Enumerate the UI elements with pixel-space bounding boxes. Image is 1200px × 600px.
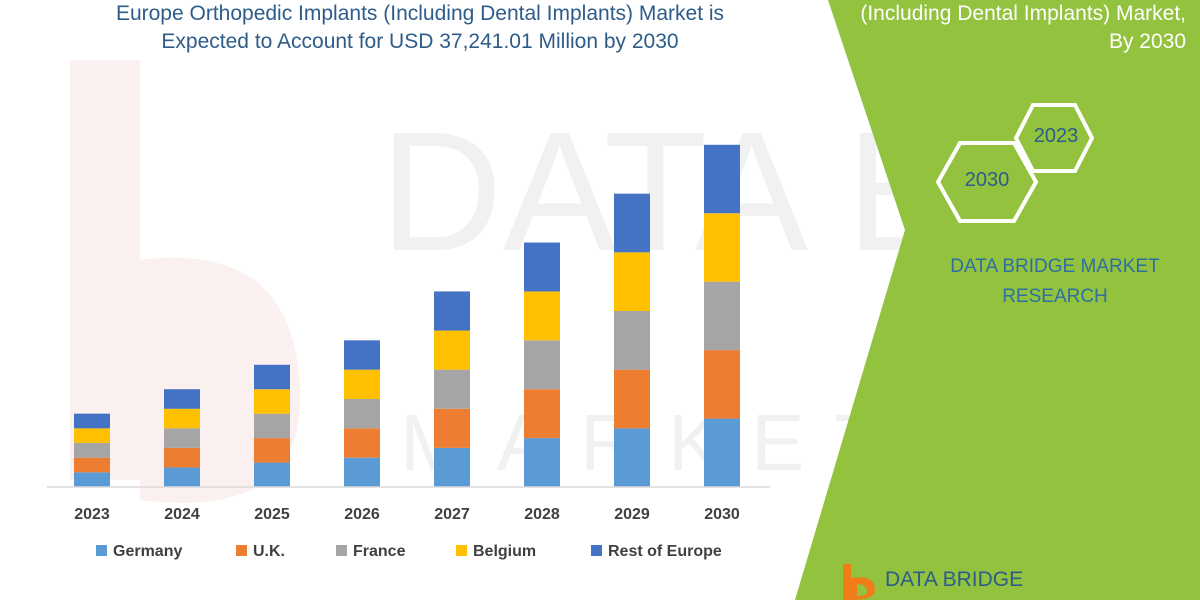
brand-text: DATA BRIDGE MARKET RESEARCH: [925, 252, 1185, 312]
footer-logo-text: DATA BRIDGE: [885, 568, 1024, 591]
legend: Germany U.K. France Belgium Rest of Europe: [96, 543, 722, 560]
bar-2027-france: [434, 369, 470, 409]
bar-2024-germany: [164, 467, 200, 487]
bar-2028-belgium: [524, 291, 560, 341]
x-tick-label: 2029: [614, 506, 650, 523]
legend-item: Rest of Europe: [591, 543, 722, 560]
bar-2026-belgium: [344, 369, 380, 399]
bar-2028-germany: [524, 438, 560, 487]
bar-2029-germany: [614, 428, 650, 487]
bar-2026-rest-of-europe: [344, 340, 380, 370]
bar-2030-u-k-: [704, 350, 740, 419]
bar-2029-rest-of-europe: [614, 193, 650, 253]
bar-2027-belgium: [434, 330, 470, 370]
bars-layer: [74, 144, 740, 487]
chart-title-line1: Europe Orthopedic Implants (Including De…: [115, 2, 725, 25]
legend-item: U.K.: [236, 543, 285, 560]
legend-swatch: [591, 545, 602, 556]
bar-2025-rest-of-europe: [254, 364, 290, 390]
stacked-bar-chart: 2023 2024 2025 2026 2027 2028 2029 2030 Germany…: [47, 144, 770, 560]
legend-swatch: [96, 545, 107, 556]
brand-text-line2: RESEARCH: [1002, 286, 1108, 307]
x-tick-label: 2028: [524, 506, 560, 523]
x-tick-label: 2024: [164, 506, 200, 523]
bar-2027-u-k-: [434, 408, 470, 448]
legend-label: U.K.: [253, 543, 285, 560]
bar-2024-belgium: [164, 408, 200, 429]
bar-2024-rest-of-europe: [164, 389, 200, 409]
bar-2027-germany: [434, 447, 470, 487]
legend-label: Rest of Europe: [608, 543, 722, 560]
bar-2025-germany: [254, 462, 290, 487]
bar-2023-u-k-: [74, 457, 110, 473]
bar-2026-france: [344, 399, 380, 429]
legend-item: France: [336, 543, 406, 560]
bar-2028-france: [524, 340, 560, 390]
bar-2023-france: [74, 443, 110, 458]
x-tick-label: 2026: [344, 506, 380, 523]
bar-2030-rest-of-europe: [704, 144, 740, 214]
x-tick-label: 2027: [434, 506, 470, 523]
bar-2030-belgium: [704, 213, 740, 282]
bar-2024-france: [164, 428, 200, 448]
legend-item: Belgium: [456, 543, 536, 560]
hexagon-front-label: 2030: [964, 169, 1010, 191]
data-bridge-logo-icon: [843, 564, 875, 600]
bar-2026-germany: [344, 457, 380, 487]
side-panel-title-line2: By 2030: [1108, 30, 1186, 53]
bar-2029-france: [614, 311, 650, 370]
bar-2028-rest-of-europe: [524, 242, 560, 292]
brand-text-line1: DATA BRIDGE MARKET: [950, 256, 1160, 277]
hexagon-front-icon: [935, 141, 1039, 223]
bar-2027-rest-of-europe: [434, 291, 470, 331]
chart-title: Europe Orthopedic Implants (Including De…: [40, 0, 800, 56]
legend-label: Belgium: [473, 543, 536, 560]
legend-label: France: [353, 543, 406, 560]
bar-2023-belgium: [74, 428, 110, 443]
legend-item: Germany: [96, 543, 182, 560]
x-tick-label: 2030: [704, 506, 740, 523]
x-tick-labels: 2023 2024 2025 2026 2027 2028 2029 2030: [74, 506, 740, 523]
legend-swatch: [336, 545, 347, 556]
bar-2028-u-k-: [524, 389, 560, 439]
legend-label: Germany: [113, 543, 182, 560]
bar-2029-belgium: [614, 252, 650, 311]
x-tick-label: 2023: [74, 506, 110, 523]
bar-2030-france: [704, 281, 740, 351]
bar-2030-germany: [704, 418, 740, 487]
legend-swatch: [236, 545, 247, 556]
bar-2025-france: [254, 413, 290, 439]
bar-2025-u-k-: [254, 438, 290, 463]
bar-2024-u-k-: [164, 447, 200, 468]
hexagon-back-label: 2023: [1033, 125, 1079, 147]
x-tick-label: 2025: [254, 506, 290, 523]
bar-2026-u-k-: [344, 428, 380, 458]
bar-2023-germany: [74, 472, 110, 487]
bar-2025-belgium: [254, 389, 290, 414]
bar-2029-u-k-: [614, 369, 650, 429]
side-panel-title-line1: (Including Dental Implants) Market,: [860, 2, 1186, 25]
hexagon-back-icon: [1013, 103, 1095, 173]
bar-2023-rest-of-europe: [74, 413, 110, 429]
chart-title-line2: Expected to Account for USD 37,241.01 Mi…: [161, 30, 679, 53]
legend-swatch: [456, 545, 467, 556]
side-panel-title: (Including Dental Implants) Market, By 2…: [806, 0, 1186, 56]
